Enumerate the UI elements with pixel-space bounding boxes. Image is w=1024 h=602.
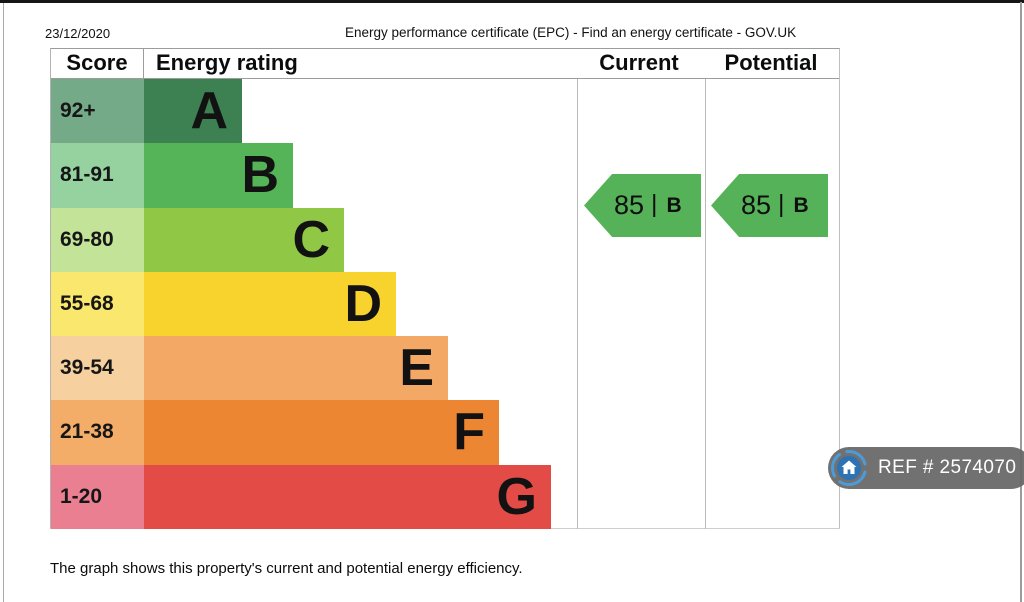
column-header-score: Score bbox=[51, 49, 144, 78]
column-header-potential: Potential bbox=[724, 50, 818, 75]
column-header-current: Current bbox=[599, 50, 679, 75]
score-range-a: 92+ bbox=[51, 79, 144, 144]
table-header-row: Score Energy rating Current Potential bbox=[51, 49, 839, 79]
band-letter-a: A bbox=[190, 82, 228, 141]
chart-caption: The graph shows this property's current … bbox=[50, 560, 523, 577]
score-range-e: 39-54 bbox=[51, 336, 144, 401]
band-bar-d: D bbox=[144, 271, 396, 337]
band-bar-c: C bbox=[144, 207, 344, 272]
band-letter-f: F bbox=[453, 403, 485, 462]
band-letter-d: D bbox=[344, 274, 382, 333]
band-bar-b: B bbox=[144, 143, 293, 208]
band-row-e: 39-54 E bbox=[51, 336, 839, 401]
band-letter-e: E bbox=[399, 339, 434, 398]
score-range-g: 1-20 bbox=[51, 464, 144, 529]
band-row-b: 81-91 B bbox=[51, 143, 839, 208]
epc-rating-table: Score Energy rating Current Potential 92… bbox=[50, 48, 840, 529]
band-letter-c: C bbox=[292, 210, 330, 269]
band-letter-g: G bbox=[496, 467, 537, 526]
print-date: 23/12/2020 bbox=[45, 26, 111, 41]
screenshot-top-border bbox=[0, 0, 1024, 3]
column-header-energy-rating: Energy rating bbox=[156, 50, 298, 75]
screenshot-right-border bbox=[1020, 2, 1022, 602]
reference-badge: REF # 2574070 bbox=[828, 447, 1024, 489]
band-bar-f: F bbox=[144, 400, 499, 465]
potential-rating-band: B bbox=[793, 193, 809, 217]
current-column-divider bbox=[577, 79, 578, 529]
current-rating-band: B bbox=[666, 193, 682, 217]
page-title: Energy performance certificate (EPC) - F… bbox=[345, 25, 797, 40]
score-range-f: 21-38 bbox=[51, 400, 144, 465]
band-bar-a: A bbox=[144, 79, 242, 144]
house-in-circle-icon bbox=[829, 448, 869, 488]
rating-bands-area: 92+ A 81-91 B 69-80 C 55-68 D 39-54 bbox=[51, 79, 839, 529]
screenshot-left-border bbox=[3, 3, 4, 602]
current-rating-arrow: 85 | B bbox=[584, 174, 701, 237]
current-rating-separator: | bbox=[651, 190, 658, 218]
band-letter-b: B bbox=[241, 146, 279, 205]
current-rating-value: 85 bbox=[614, 190, 645, 220]
band-row-d: 55-68 D bbox=[51, 271, 839, 337]
score-range-b: 81-91 bbox=[51, 143, 144, 208]
band-row-f: 21-38 F bbox=[51, 400, 839, 465]
score-range-d: 55-68 bbox=[51, 271, 144, 337]
score-range-c: 69-80 bbox=[51, 207, 144, 272]
band-row-a: 92+ A bbox=[51, 79, 839, 144]
band-bar-e: E bbox=[144, 336, 448, 401]
band-bar-g: G bbox=[144, 464, 551, 529]
band-row-c: 69-80 C bbox=[51, 207, 839, 272]
potential-column-divider bbox=[705, 79, 706, 529]
reference-badge-label: REF # 2574070 bbox=[878, 457, 1017, 478]
potential-rating-arrow: 85 | B bbox=[711, 174, 828, 237]
band-row-g: 1-20 G bbox=[51, 464, 839, 529]
potential-rating-value: 85 bbox=[741, 190, 772, 220]
potential-rating-separator: | bbox=[778, 190, 785, 218]
